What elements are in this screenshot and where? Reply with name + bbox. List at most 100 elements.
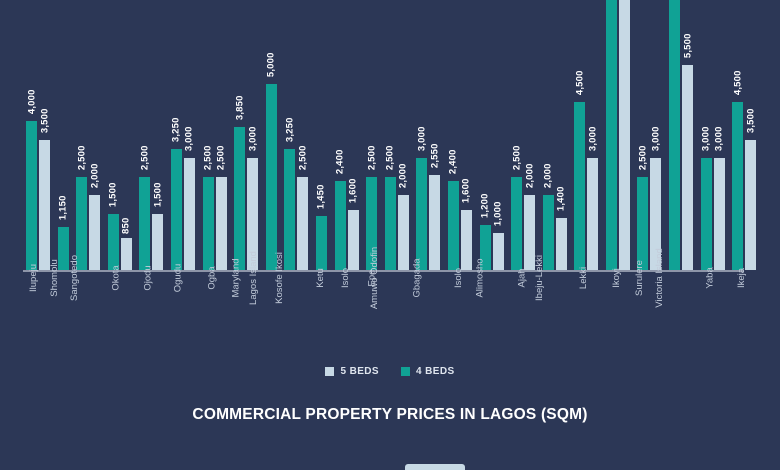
bar-group: 2,500 2,000 <box>511 0 536 270</box>
bar-item[interactable]: 1,200 <box>479 0 491 270</box>
bar-group: 2,500 2,000 <box>384 0 409 270</box>
bar-item[interactable]: 2,500 <box>637 0 649 270</box>
bar-value-label: 3,000 <box>650 126 662 152</box>
bar-4-beds <box>542 195 554 270</box>
bar-item[interactable] <box>618 0 630 270</box>
bar-item[interactable]: 1,400 <box>555 0 567 270</box>
bar-item[interactable]: 2,000 <box>523 0 536 270</box>
bar-group: 1,500 850 <box>108 0 132 270</box>
bar-item[interactable]: 3,000 <box>184 0 195 270</box>
bar-value-label: 3,000 <box>416 126 428 152</box>
bar-item[interactable]: 2,500 <box>511 0 523 270</box>
x-axis-line <box>23 270 744 272</box>
bar-item[interactable]: 3,850 <box>234 0 246 270</box>
bar-value-label: 3,250 <box>284 117 296 143</box>
bar-4-beds <box>170 148 182 270</box>
bar-item[interactable]: 2,500 <box>202 0 214 270</box>
bar-item[interactable]: 3,000 <box>713 0 725 270</box>
bar-item[interactable]: 7, <box>669 0 681 270</box>
bar-group: 2,400 1,600 <box>448 0 472 270</box>
bar-item[interactable]: 2,500 <box>76 0 88 270</box>
bar-item[interactable]: 2,000 <box>397 0 409 270</box>
bar-value-label: 2,000 <box>523 163 535 189</box>
bar-value-label: 1,600 <box>460 178 472 204</box>
x-axis-label: Ikoyi <box>610 268 622 288</box>
bar-4-beds <box>366 176 378 270</box>
bar-item[interactable]: 3,500 <box>745 0 757 270</box>
bar-group: 4,500 3,500 <box>732 0 757 270</box>
bar-item[interactable]: 2,000 <box>542 0 554 270</box>
bar-item[interactable]: 3,250 <box>171 0 182 270</box>
bar-4-beds <box>265 83 277 270</box>
bar-group: 3,000 3,000 <box>700 0 725 270</box>
bar-5-beds <box>120 238 132 270</box>
bar-item[interactable]: 3,000 <box>700 0 712 270</box>
legend-swatch-icon-4-beds <box>401 367 410 376</box>
bar-4-beds <box>284 148 296 270</box>
bar-item[interactable]: 4,500 <box>732 0 744 270</box>
chart-title: COMMERCIAL PROPERTY PRICES IN LAGOS (SQM… <box>192 406 588 423</box>
x-axis-label: Ikeja <box>736 267 748 289</box>
bar-item[interactable]: 2,000 <box>89 0 101 270</box>
x-axis-label: Surulere <box>634 260 646 296</box>
legend-item-4-beds[interactable]: 4 BEDS <box>401 366 455 377</box>
bar-value-label: 5,500 <box>681 33 693 59</box>
bar-value-label: 2,400 <box>334 148 346 174</box>
bar-item[interactable]: 3,000 <box>247 0 259 270</box>
bar-group: 2,000 1,400 <box>542 0 567 270</box>
x-axis-label-slot: Shomolu <box>48 259 69 358</box>
bar-value-label: 1,450 <box>315 184 327 210</box>
bar-group: 2,500 2,500 <box>202 0 227 270</box>
x-axis-label: Kosofe Ikosi <box>273 252 285 304</box>
bar-item[interactable]: 4,500 <box>574 0 586 270</box>
bar-4-beds <box>315 215 327 270</box>
bar-item[interactable]: 1,600 <box>347 0 359 270</box>
bar-item[interactable]: 5,000 <box>266 0 277 270</box>
bar-4-beds <box>57 227 69 270</box>
bar-item[interactable]: 1,600 <box>461 0 472 270</box>
bar-item[interactable]: 3,500 <box>39 0 50 270</box>
bar-4-beds <box>76 176 88 270</box>
bar-item[interactable]: 2,400 <box>448 0 459 270</box>
bar-item[interactable]: 2,550 <box>429 0 441 270</box>
bar-item[interactable]: 2,500 <box>139 0 151 270</box>
bar-5-beds <box>618 0 630 270</box>
x-axis-label-slot: Ajah <box>510 268 534 358</box>
bar-item[interactable]: 2,400 <box>334 0 346 270</box>
bar-item[interactable]: 3,250 <box>284 0 296 270</box>
bar-item[interactable]: 2,500 <box>297 0 309 270</box>
x-axis-label: Victoria Island <box>653 248 665 308</box>
bar-item[interactable]: 3,000 <box>416 0 428 270</box>
bar-4-beds <box>384 176 396 270</box>
bar-item[interactable]: 1,450 <box>316 0 327 270</box>
bar-4-beds <box>732 102 744 270</box>
x-axis-label: Lagos Island <box>247 251 259 305</box>
x-axis-label-slot: Ketu <box>315 268 326 358</box>
bar-item[interactable]: 1,500 <box>108 0 119 270</box>
bar-item[interactable]: 2,500 <box>384 0 396 270</box>
bar-item[interactable]: 1,000 <box>492 0 504 270</box>
bottom-scroll-indicator[interactable] <box>405 464 465 470</box>
bar-5-beds <box>39 139 50 270</box>
bar-item[interactable]: 2,500 <box>215 0 227 270</box>
bar-item[interactable]: 1,150 <box>57 0 69 270</box>
bar-item[interactable]: 850 <box>121 0 132 270</box>
bar-item[interactable]: 4,000 <box>26 0 37 270</box>
bar-item[interactable]: 5,500 <box>681 0 694 270</box>
bar-value-label: 5,000 <box>265 52 277 77</box>
bar-5-beds <box>152 214 164 270</box>
legend-item-5-beds[interactable]: 5 BEDS <box>325 366 379 377</box>
bars-layer: 4,000 3,500 1,150 2,500 2,000 1,500 850 2,500 1,… <box>18 0 762 270</box>
bar-value-label: 3,000 <box>713 126 725 152</box>
bar-4-beds <box>416 158 428 270</box>
bar-item[interactable]: 2,500 <box>366 0 378 270</box>
bar-item[interactable]: 3,000 <box>650 0 662 270</box>
x-axis-label: Isolo <box>339 267 351 289</box>
x-axis-label: Ogudu <box>172 263 184 293</box>
bar-group: 7,5,500 <box>669 0 694 270</box>
bar-4-beds <box>107 214 119 270</box>
bar-item[interactable] <box>605 0 617 270</box>
bar-item[interactable]: 3,000 <box>587 0 599 270</box>
bar-item[interactable]: 1,500 <box>152 0 164 270</box>
